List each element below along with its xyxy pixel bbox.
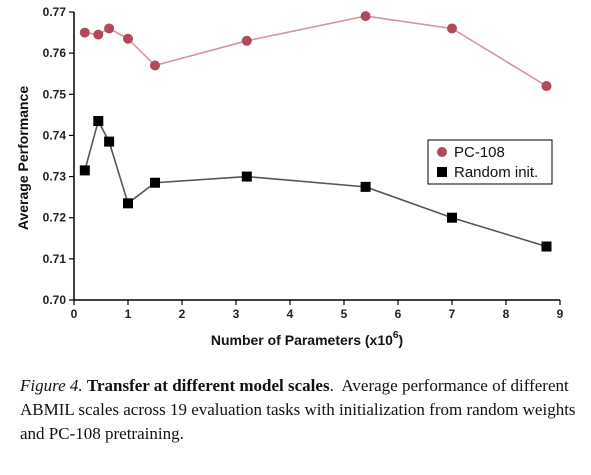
x-tick-label: 5 (341, 307, 348, 321)
series-1-point (447, 212, 457, 223)
y-tick-label: 0.73 (43, 170, 67, 184)
legend: PC-108 Random init. (427, 139, 553, 185)
series-line-0 (84, 15, 547, 87)
legend-label-1: Random init. (454, 164, 538, 181)
series-1-point (104, 136, 115, 147)
series-1-point (541, 241, 552, 252)
series-0-point (79, 27, 90, 38)
x-axis-title-close: ) (398, 332, 403, 348)
x-tick-label: 9 (557, 307, 564, 321)
series-0-point (93, 29, 104, 40)
caption-figure-label: Figure 4. (20, 376, 83, 395)
series-1-point (241, 171, 252, 182)
series-0-point (541, 81, 552, 92)
y-tick-label: 0.76 (43, 46, 67, 60)
y-tick-label: 0.75 (43, 87, 67, 101)
series-0-point (123, 33, 133, 44)
series-1-point (93, 116, 104, 127)
y-tick-label: 0.77 (43, 5, 67, 19)
series-1-point (150, 177, 160, 188)
caption-text: Average performance of different ABMIL s… (20, 376, 576, 443)
x-tick-label: 8 (503, 307, 510, 321)
y-tick-label: 0.72 (43, 211, 67, 225)
legend-marker-0 (437, 147, 447, 157)
series-0-point (104, 23, 115, 34)
x-tick-label: 2 (179, 307, 186, 321)
legend-marker-1 (437, 167, 447, 177)
series-1-point (79, 165, 90, 176)
x-tick-label: 7 (449, 307, 456, 321)
caption-title-end: . (329, 376, 334, 395)
series-0-point (150, 60, 160, 71)
caption-title: Transfer at different model scales (86, 376, 330, 395)
x-tick-label: 0 (71, 307, 78, 321)
series-0-point (360, 11, 371, 22)
series-1-point (123, 198, 133, 209)
x-tick-label: 4 (287, 307, 294, 321)
y-axis-title: Average Performance (15, 86, 31, 230)
x-axis-title-superscript: 6 (393, 330, 399, 341)
y-tick-label: 0.70 (43, 293, 67, 307)
x-axis-title: Number of Parameters (x106) (211, 330, 403, 348)
x-tick-label: 6 (395, 307, 402, 321)
figure-caption: Figure 4. Transfer at different model sc… (20, 374, 580, 446)
x-axis-title-text: Number of Parameters (x10 (211, 332, 393, 348)
x-tick-label: 3 (233, 307, 240, 321)
series-1-point (360, 181, 371, 192)
series-0-point (241, 35, 252, 46)
legend-box (427, 139, 553, 185)
series-0-point (447, 23, 457, 34)
y-tick-label: 0.71 (43, 252, 67, 266)
y-tick-label: 0.74 (43, 128, 67, 142)
legend-label-0: PC-108 (454, 144, 505, 161)
chart: 0 1 2 3 4 5 6 7 8 9 0.70 0.71 0.72 0.73 0.74 0.75 0.76 0.… (15, 5, 564, 348)
x-tick-label: 1 (125, 307, 132, 321)
